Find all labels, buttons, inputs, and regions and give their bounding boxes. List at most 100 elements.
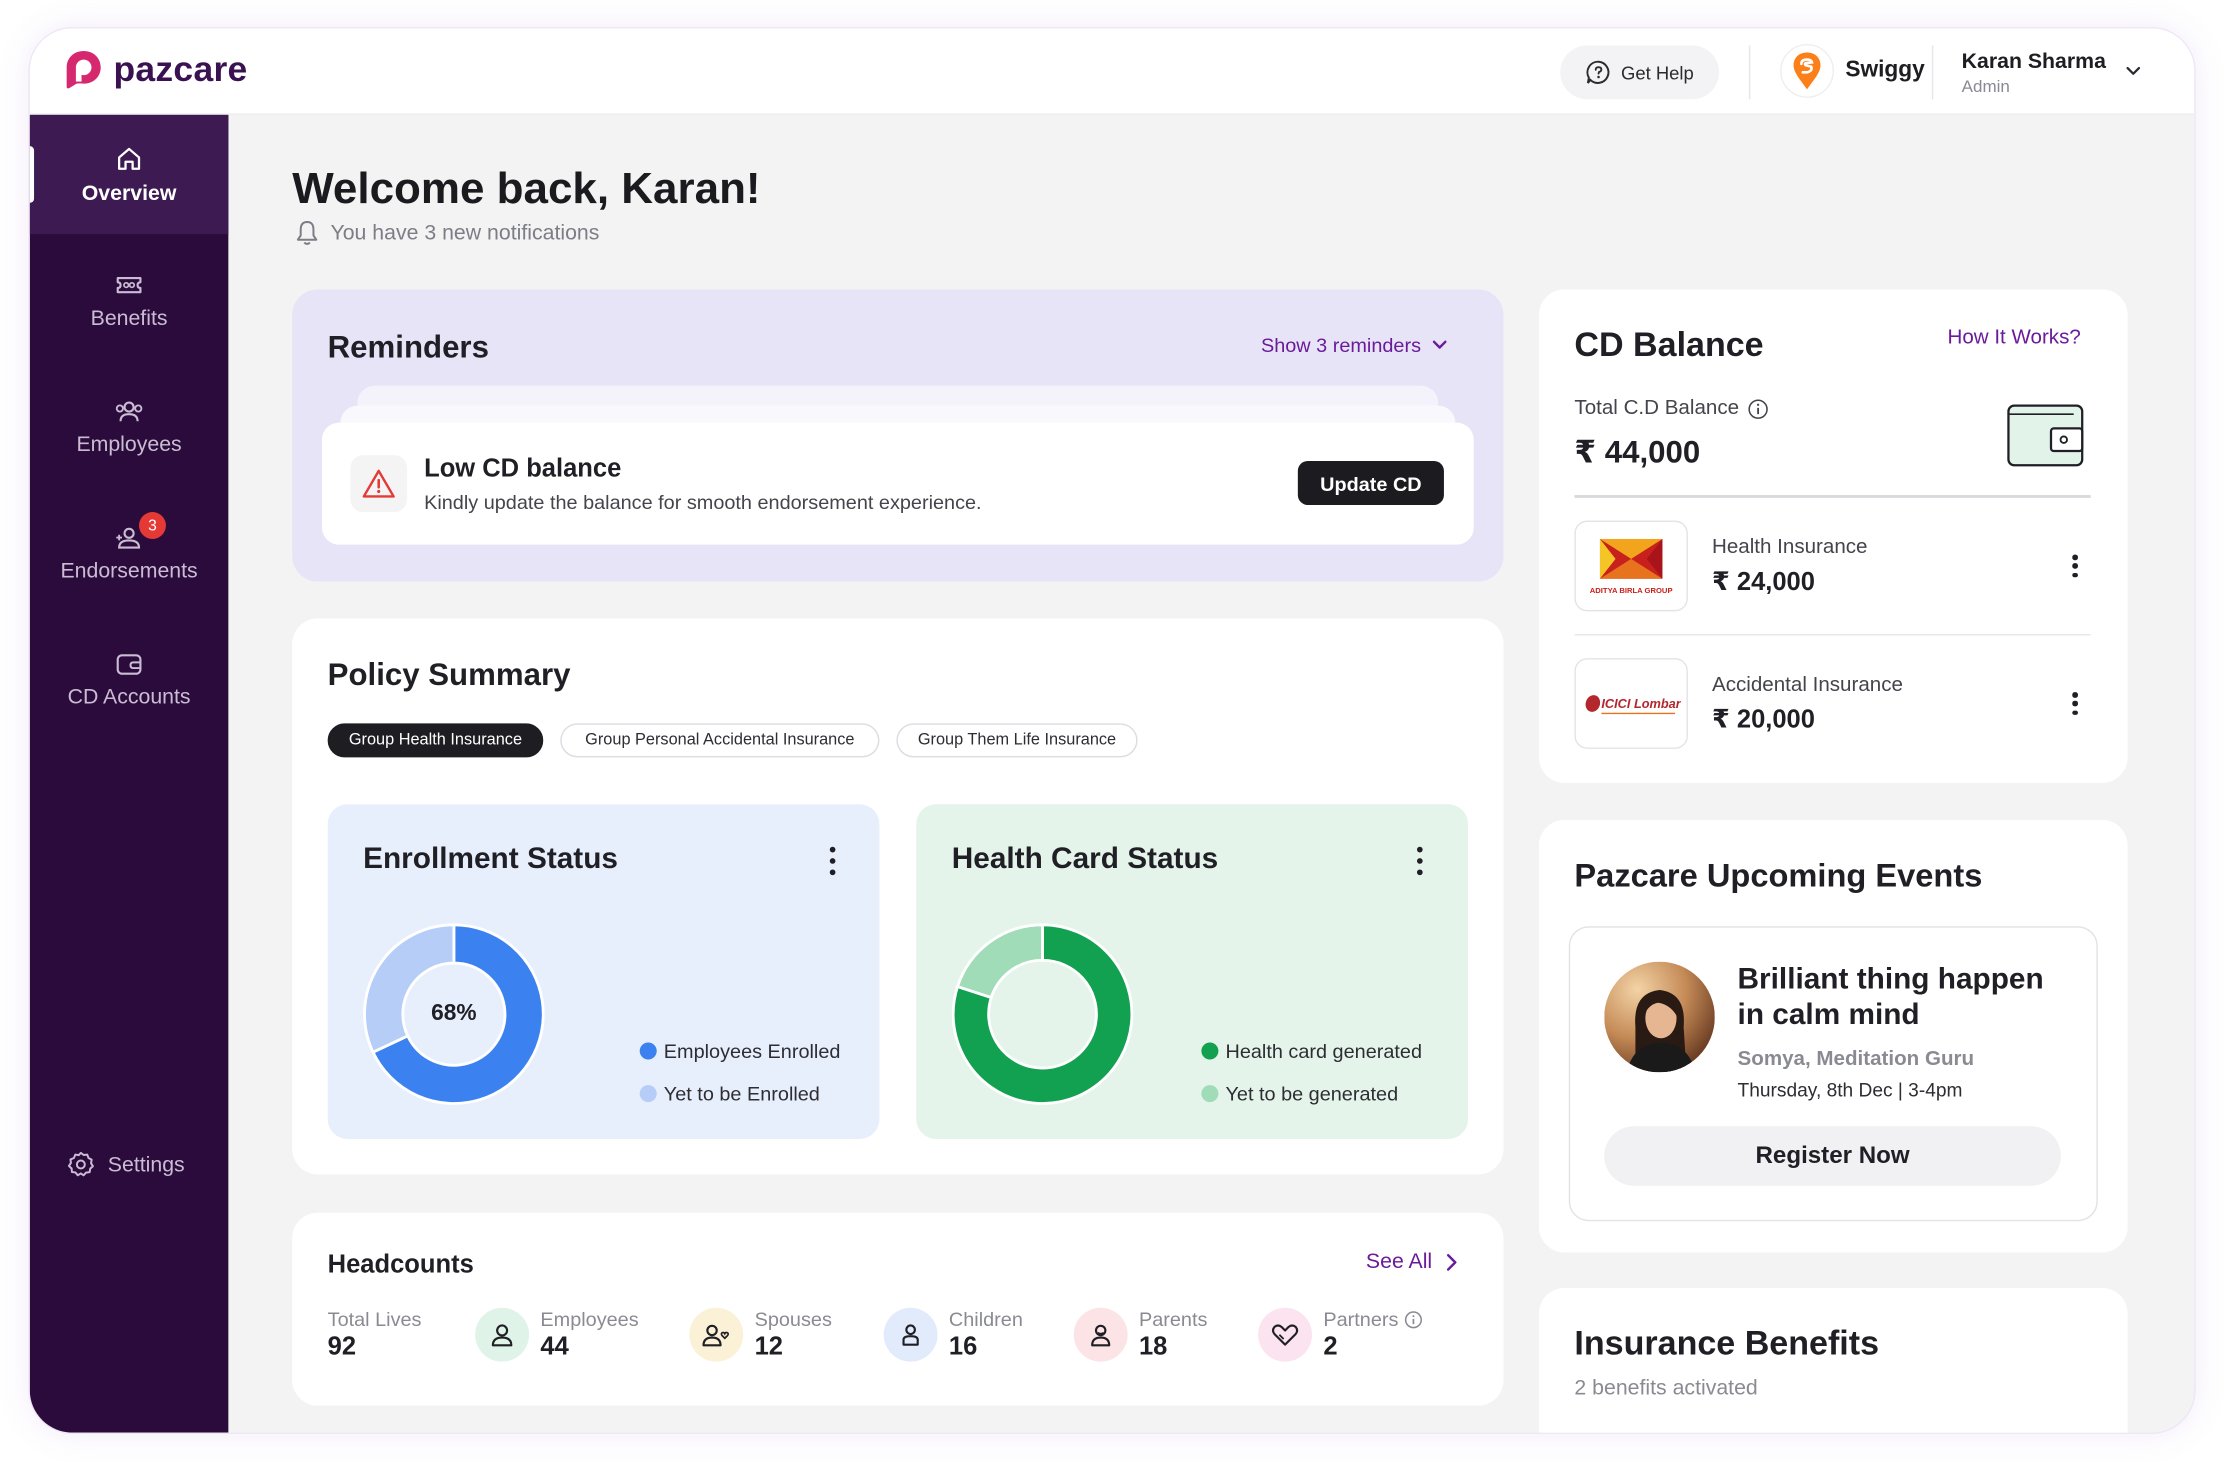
endorsements-count-badge: 3 bbox=[139, 512, 166, 539]
info-icon[interactable] bbox=[1404, 1310, 1422, 1328]
cd-account-more-options-icon[interactable] bbox=[2068, 554, 2082, 578]
legend-swatch bbox=[1201, 1042, 1219, 1060]
parent-icon bbox=[1073, 1307, 1128, 1362]
chevron-down-icon bbox=[1432, 340, 1447, 349]
headcount-total-lives: Total Lives 92 bbox=[328, 1308, 422, 1362]
donut-segment-enrolled bbox=[371, 923, 545, 1105]
cd-balance-panel: CD Balance How It Works? Total C.D Balan… bbox=[1538, 289, 2128, 783]
user-menu-chevron-down-icon[interactable] bbox=[2123, 61, 2143, 88]
top-bar: pazcare Get Help Swiggy Karan Sharma Adm… bbox=[29, 28, 2195, 115]
event-card: Brilliant thing happen in calm mind Somy… bbox=[1568, 926, 2098, 1222]
ticket-icon bbox=[116, 276, 142, 293]
health-card-more-options-icon[interactable] bbox=[1411, 846, 1428, 876]
register-now-button[interactable]: Register Now bbox=[1604, 1126, 2061, 1186]
legend-swatch bbox=[639, 1042, 657, 1060]
headcount-label: Total Lives bbox=[327, 1307, 422, 1331]
page-title: Welcome back, Karan! bbox=[292, 163, 761, 213]
legend-label: Yet to be Enrolled bbox=[663, 1082, 820, 1105]
headcount-children[interactable]: Children 16 bbox=[883, 1307, 1023, 1362]
brand-name: pazcare bbox=[113, 48, 248, 89]
headcounts-title: Headcounts bbox=[327, 1249, 474, 1278]
headcount-value: 2 bbox=[1323, 1331, 1338, 1361]
health-card-status-title: Health Card Status bbox=[951, 842, 1219, 876]
headcount-label: Children bbox=[948, 1307, 1023, 1331]
event-title: Brilliant thing happen in calm mind bbox=[1737, 963, 2044, 1032]
sidebar-item-label: Overview bbox=[81, 180, 177, 205]
icici-lombard-logo: ICICI Lombard bbox=[1574, 658, 1688, 749]
settings-label: Settings bbox=[107, 1152, 185, 1177]
reminder-description: Kindly update the balance for smooth end… bbox=[424, 490, 982, 514]
headcount-spouses[interactable]: Spouses 12 bbox=[689, 1307, 832, 1362]
spouse-icon bbox=[689, 1307, 744, 1362]
sidebar: Overview Benefits Employees 3 bbox=[29, 114, 229, 1433]
upcoming-events-title: Pazcare Upcoming Events bbox=[1574, 856, 1983, 894]
info-icon[interactable] bbox=[1748, 398, 1769, 419]
aditya-birla-logo-text: ADITYA BIRLA GROUP bbox=[1590, 586, 1673, 595]
get-help-button[interactable]: Get Help bbox=[1560, 45, 1720, 100]
show-reminders-toggle[interactable]: Show 3 reminders bbox=[1261, 333, 1449, 356]
headcount-parents[interactable]: Parents 18 bbox=[1073, 1307, 1208, 1362]
see-all-link[interactable]: See All bbox=[1366, 1250, 1458, 1274]
sidebar-item-cd-accounts[interactable]: CD Accounts bbox=[30, 620, 229, 739]
tab-group-term-life-insurance[interactable]: Group Them Life Insurance bbox=[896, 723, 1138, 758]
update-cd-button[interactable]: Update CD bbox=[1297, 460, 1444, 505]
user-name[interactable]: Karan Sharma bbox=[1961, 49, 2106, 74]
sidebar-item-label: Benefits bbox=[90, 305, 168, 330]
health-card-donut-chart bbox=[951, 923, 1134, 1105]
headcounts-panel: Headcounts See All Total Lives 92 Employ… bbox=[292, 1212, 1504, 1406]
enrollment-status-title: Enrollment Status bbox=[363, 842, 619, 876]
insurance-benefits-subtitle: 2 benefits activated bbox=[1574, 1375, 1758, 1400]
bell-icon bbox=[296, 220, 318, 245]
org-name[interactable]: Swiggy bbox=[1845, 58, 1925, 83]
notifications-label: You have 3 new notifications bbox=[330, 221, 600, 246]
headcount-partners[interactable]: Partners 2 bbox=[1258, 1307, 1422, 1362]
sidebar-item-label: Employees bbox=[76, 431, 182, 457]
insurance-benefits-title: Insurance Benefits bbox=[1574, 1324, 1880, 1364]
app-window: pazcare Get Help Swiggy Karan Sharma Adm… bbox=[29, 28, 2195, 1433]
donut-segment-yet-to-enroll bbox=[363, 923, 456, 1055]
header-divider bbox=[1748, 45, 1751, 100]
aditya-birla-logo: ADITYA BIRLA GROUP bbox=[1574, 520, 1688, 612]
sidebar-item-settings[interactable]: Settings bbox=[67, 1150, 185, 1178]
legend-label: Yet to be generated bbox=[1225, 1082, 1399, 1105]
icici-lombard-logo-text: ICICI Lombard bbox=[1601, 696, 1680, 711]
cd-account-amount: ₹ 20,000 bbox=[1712, 704, 1815, 734]
how-it-works-link[interactable]: How It Works? bbox=[1947, 326, 2081, 349]
legend-yet-to-be-enrolled: Yet to be Enrolled bbox=[639, 1082, 820, 1105]
event-host-avatar bbox=[1604, 961, 1715, 1073]
enrollment-donut-chart bbox=[363, 923, 545, 1105]
legend-label: Employees Enrolled bbox=[663, 1039, 841, 1063]
user-role: Admin bbox=[1961, 76, 2010, 97]
legend-yet-to-be-generated: Yet to be generated bbox=[1201, 1082, 1398, 1105]
headcount-label: Spouses bbox=[754, 1307, 832, 1331]
legend-swatch bbox=[1201, 1085, 1219, 1103]
pazcare-logo[interactable]: pazcare bbox=[64, 48, 248, 91]
sidebar-item-benefits[interactable]: Benefits bbox=[30, 241, 229, 360]
cd-account-more-options-icon[interactable] bbox=[2068, 692, 2082, 715]
headcount-label: Employees bbox=[540, 1307, 639, 1331]
legend-health-card-generated: Health card generated bbox=[1201, 1039, 1423, 1063]
tab-group-personal-accidental-insurance[interactable]: Group Personal Accidental Insurance bbox=[560, 723, 880, 758]
sidebar-item-overview[interactable]: Overview bbox=[29, 114, 229, 235]
cd-account-name: Accidental Insurance bbox=[1712, 673, 1903, 697]
headcount-value: 92 bbox=[327, 1331, 357, 1361]
reminders-title: Reminders bbox=[327, 329, 489, 365]
legend-label: Health card generated bbox=[1225, 1039, 1423, 1063]
enrollment-more-options-icon[interactable] bbox=[824, 846, 841, 876]
notifications-summary[interactable]: You have 3 new notifications bbox=[295, 220, 599, 247]
sidebar-item-employees[interactable]: Employees bbox=[30, 367, 229, 486]
headcount-label: Parents bbox=[1138, 1307, 1208, 1331]
total-cd-balance-label: Total C.D Balance bbox=[1574, 397, 1768, 420]
insurance-benefits-panel: Insurance Benefits 2 benefits activated bbox=[1538, 1287, 2128, 1433]
heart-icon bbox=[1258, 1307, 1313, 1362]
health-card-status-card: Health Card Status Health card generated… bbox=[916, 804, 1469, 1139]
headcount-label: Partners bbox=[1323, 1308, 1422, 1330]
header-divider bbox=[1931, 45, 1934, 100]
cd-account-name: Health Insurance bbox=[1712, 536, 1868, 559]
tab-group-health-insurance[interactable]: Group Health Insurance bbox=[327, 723, 544, 758]
pazcare-logo-icon bbox=[66, 51, 101, 89]
headcount-employees[interactable]: Employees 44 bbox=[475, 1307, 639, 1362]
sidebar-item-endorsements[interactable]: 3 Endorsements bbox=[30, 494, 229, 613]
swiggy-logo-icon bbox=[1793, 52, 1821, 90]
org-logo bbox=[1780, 43, 1834, 98]
